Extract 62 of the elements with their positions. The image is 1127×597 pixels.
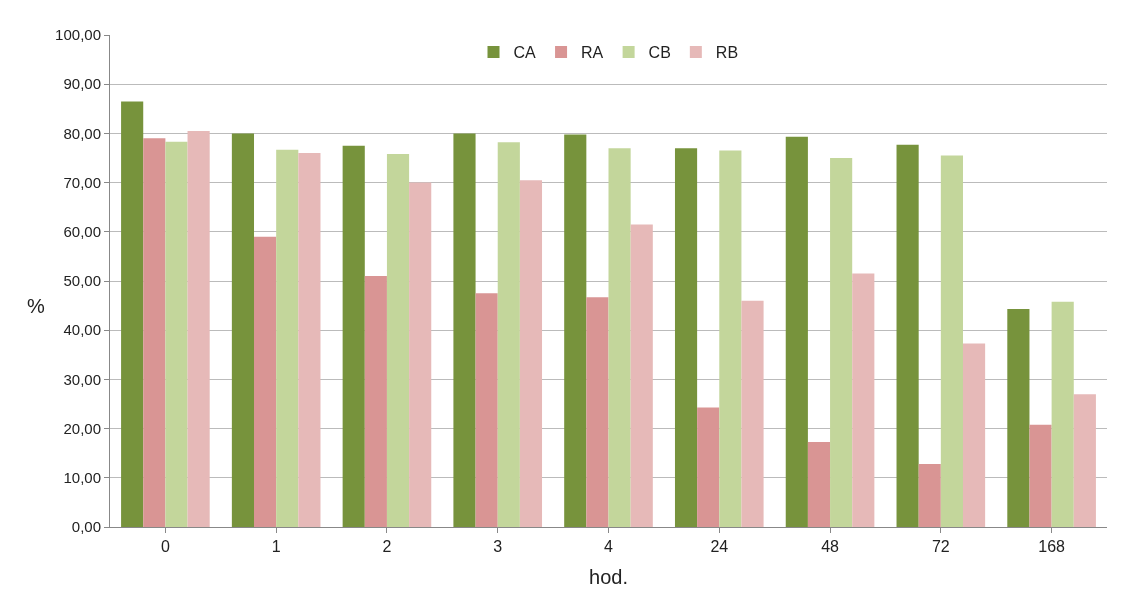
bar xyxy=(807,441,831,527)
bar xyxy=(940,155,963,527)
bar xyxy=(608,148,631,527)
bar xyxy=(121,101,144,527)
bar xyxy=(697,407,720,527)
bar xyxy=(342,145,365,527)
bar xyxy=(674,148,698,527)
bar xyxy=(918,464,941,527)
bar xyxy=(741,300,764,527)
bar xyxy=(364,276,387,527)
bar xyxy=(1007,309,1030,527)
bar xyxy=(187,130,210,527)
y-tick-label: 20,00 xyxy=(63,419,101,437)
bar xyxy=(165,141,188,527)
legend-label: CA xyxy=(513,44,537,62)
bar xyxy=(962,343,986,527)
bar xyxy=(519,180,543,527)
y-tick-label: 60,00 xyxy=(63,223,101,241)
legend-label: RB xyxy=(715,44,739,62)
y-tick-label: 10,00 xyxy=(63,469,101,487)
bar xyxy=(276,149,299,527)
x-tick-label: 168 xyxy=(1038,538,1066,556)
bar xyxy=(1029,424,1052,527)
bar xyxy=(453,133,476,527)
x-tick-label: 72 xyxy=(931,538,950,556)
bar xyxy=(564,134,587,527)
bar xyxy=(497,142,520,527)
x-tick-label: 0 xyxy=(160,538,170,556)
x-tick-label: 24 xyxy=(710,538,729,556)
x-tick-label: 3 xyxy=(493,538,503,556)
bar xyxy=(586,297,609,527)
y-tick-label: 70,00 xyxy=(63,173,101,191)
y-tick-label: 30,00 xyxy=(63,370,101,388)
y-tick-label: 100,00 xyxy=(55,26,101,44)
x-tick-label: 4 xyxy=(604,538,614,556)
bar xyxy=(409,182,432,527)
bar xyxy=(386,154,410,527)
bar xyxy=(231,133,255,527)
x-tick-label: 48 xyxy=(821,538,840,556)
bar xyxy=(630,224,653,527)
bar xyxy=(254,236,277,527)
bar xyxy=(830,158,853,527)
bar xyxy=(896,144,919,527)
bar xyxy=(1051,301,1074,527)
y-tick-label: 0,00 xyxy=(71,518,101,536)
x-axis-title: hod. xyxy=(589,565,628,588)
legend-label: RA xyxy=(581,44,604,62)
x-tick-label: 1 xyxy=(271,538,281,556)
x-tick-label: 2 xyxy=(382,538,392,556)
y-tick-label: 40,00 xyxy=(63,321,101,339)
bar xyxy=(298,153,321,527)
bar xyxy=(475,293,498,527)
bar xyxy=(852,273,875,527)
legend-label: CB xyxy=(648,44,671,62)
y-tick-label: 80,00 xyxy=(63,124,101,142)
bar xyxy=(143,138,166,527)
bar xyxy=(719,150,742,527)
y-tick-label: 90,00 xyxy=(63,75,101,93)
bar xyxy=(1073,394,1096,527)
y-axis-title: % xyxy=(27,295,45,317)
bar xyxy=(785,136,808,527)
y-tick-label: 50,00 xyxy=(63,272,101,290)
